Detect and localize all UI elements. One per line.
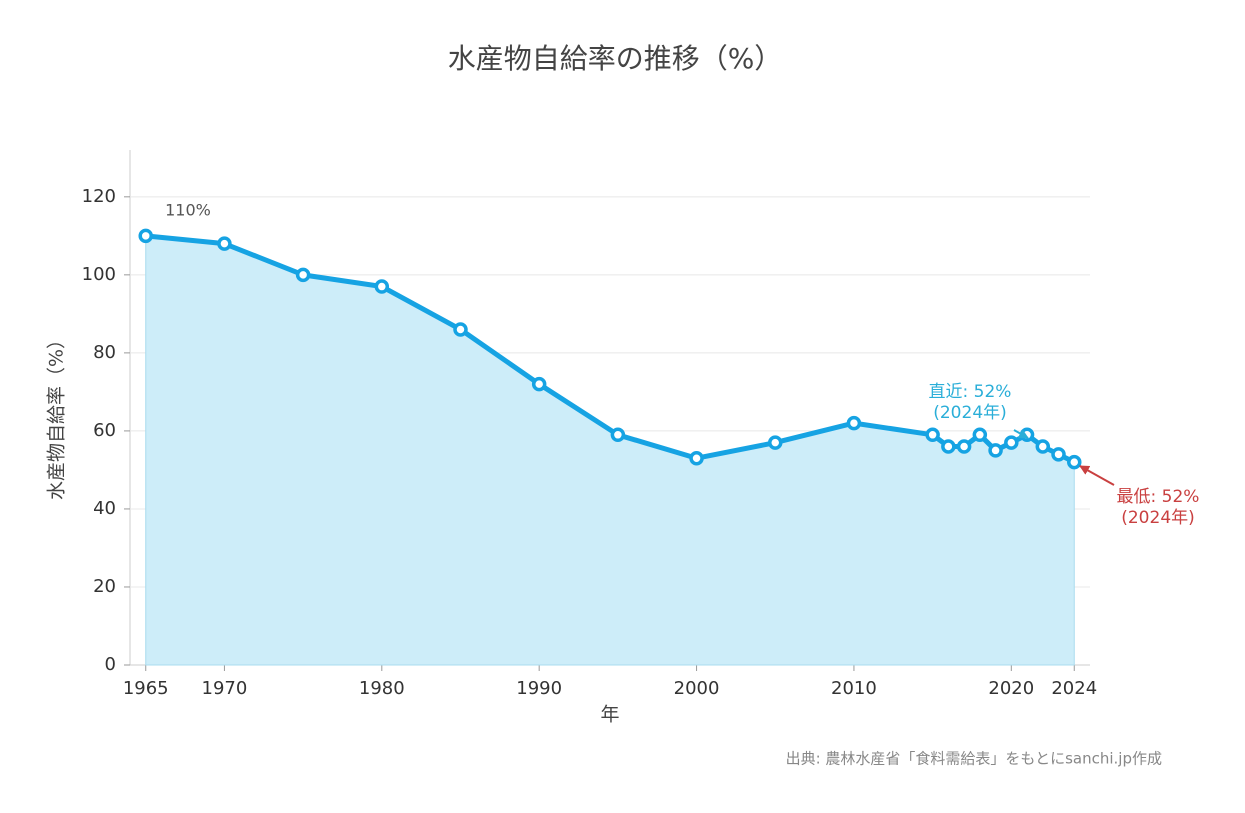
annotation: 最低: 52% xyxy=(1117,487,1200,507)
annotation-arrow xyxy=(1079,465,1115,486)
y-axis-label: 水産物自給率（%） xyxy=(46,330,68,500)
x-tick-label: 1980 xyxy=(359,678,405,699)
y-tick-label: 60 xyxy=(93,420,116,441)
point xyxy=(295,267,311,283)
annotation: (2024年) xyxy=(1121,508,1195,528)
source-note: 出典: 農林水産省「食料需給表」をもとにsanchi.jp作成 xyxy=(786,750,1162,768)
annotation-arrow xyxy=(1013,429,1029,439)
annotation: 110% xyxy=(165,201,211,220)
y-tick-label: 20 xyxy=(93,576,116,597)
point xyxy=(956,439,972,454)
x-tick-label: 2010 xyxy=(831,678,877,699)
point xyxy=(1051,447,1066,462)
annotation: 直近: 52% xyxy=(929,382,1012,402)
point xyxy=(217,236,232,251)
x-tick-label: 2000 xyxy=(674,678,720,699)
point xyxy=(767,435,783,450)
point xyxy=(531,376,547,392)
point xyxy=(374,279,390,294)
point xyxy=(138,228,153,244)
x-tick-label: 1965 xyxy=(123,678,169,699)
point xyxy=(846,415,862,431)
point xyxy=(925,427,940,443)
point xyxy=(1067,454,1082,470)
point xyxy=(988,443,1003,458)
point xyxy=(1004,435,1019,450)
point xyxy=(1035,439,1051,454)
y-tick-label: 120 xyxy=(82,186,116,207)
point xyxy=(972,427,988,443)
x-axis-label: 年 xyxy=(600,704,619,726)
y-tick-label: 40 xyxy=(93,498,116,519)
x-tick-label: 1990 xyxy=(516,678,562,699)
y-tick-label: 80 xyxy=(93,342,116,363)
chart-title: 水産物自給率の推移（%） xyxy=(448,42,783,75)
x-tick-label: 2024 xyxy=(1051,678,1097,699)
point xyxy=(453,322,468,337)
annotation: (2024年) xyxy=(933,403,1007,423)
y-tick-label: 100 xyxy=(82,264,116,285)
point xyxy=(610,427,626,443)
area xyxy=(145,235,1075,666)
x-tick-label: 2020 xyxy=(988,678,1034,699)
x-tick-label: 1970 xyxy=(202,678,248,699)
y-tick-label: 0 xyxy=(105,654,116,675)
point xyxy=(689,450,704,466)
point xyxy=(941,439,956,454)
